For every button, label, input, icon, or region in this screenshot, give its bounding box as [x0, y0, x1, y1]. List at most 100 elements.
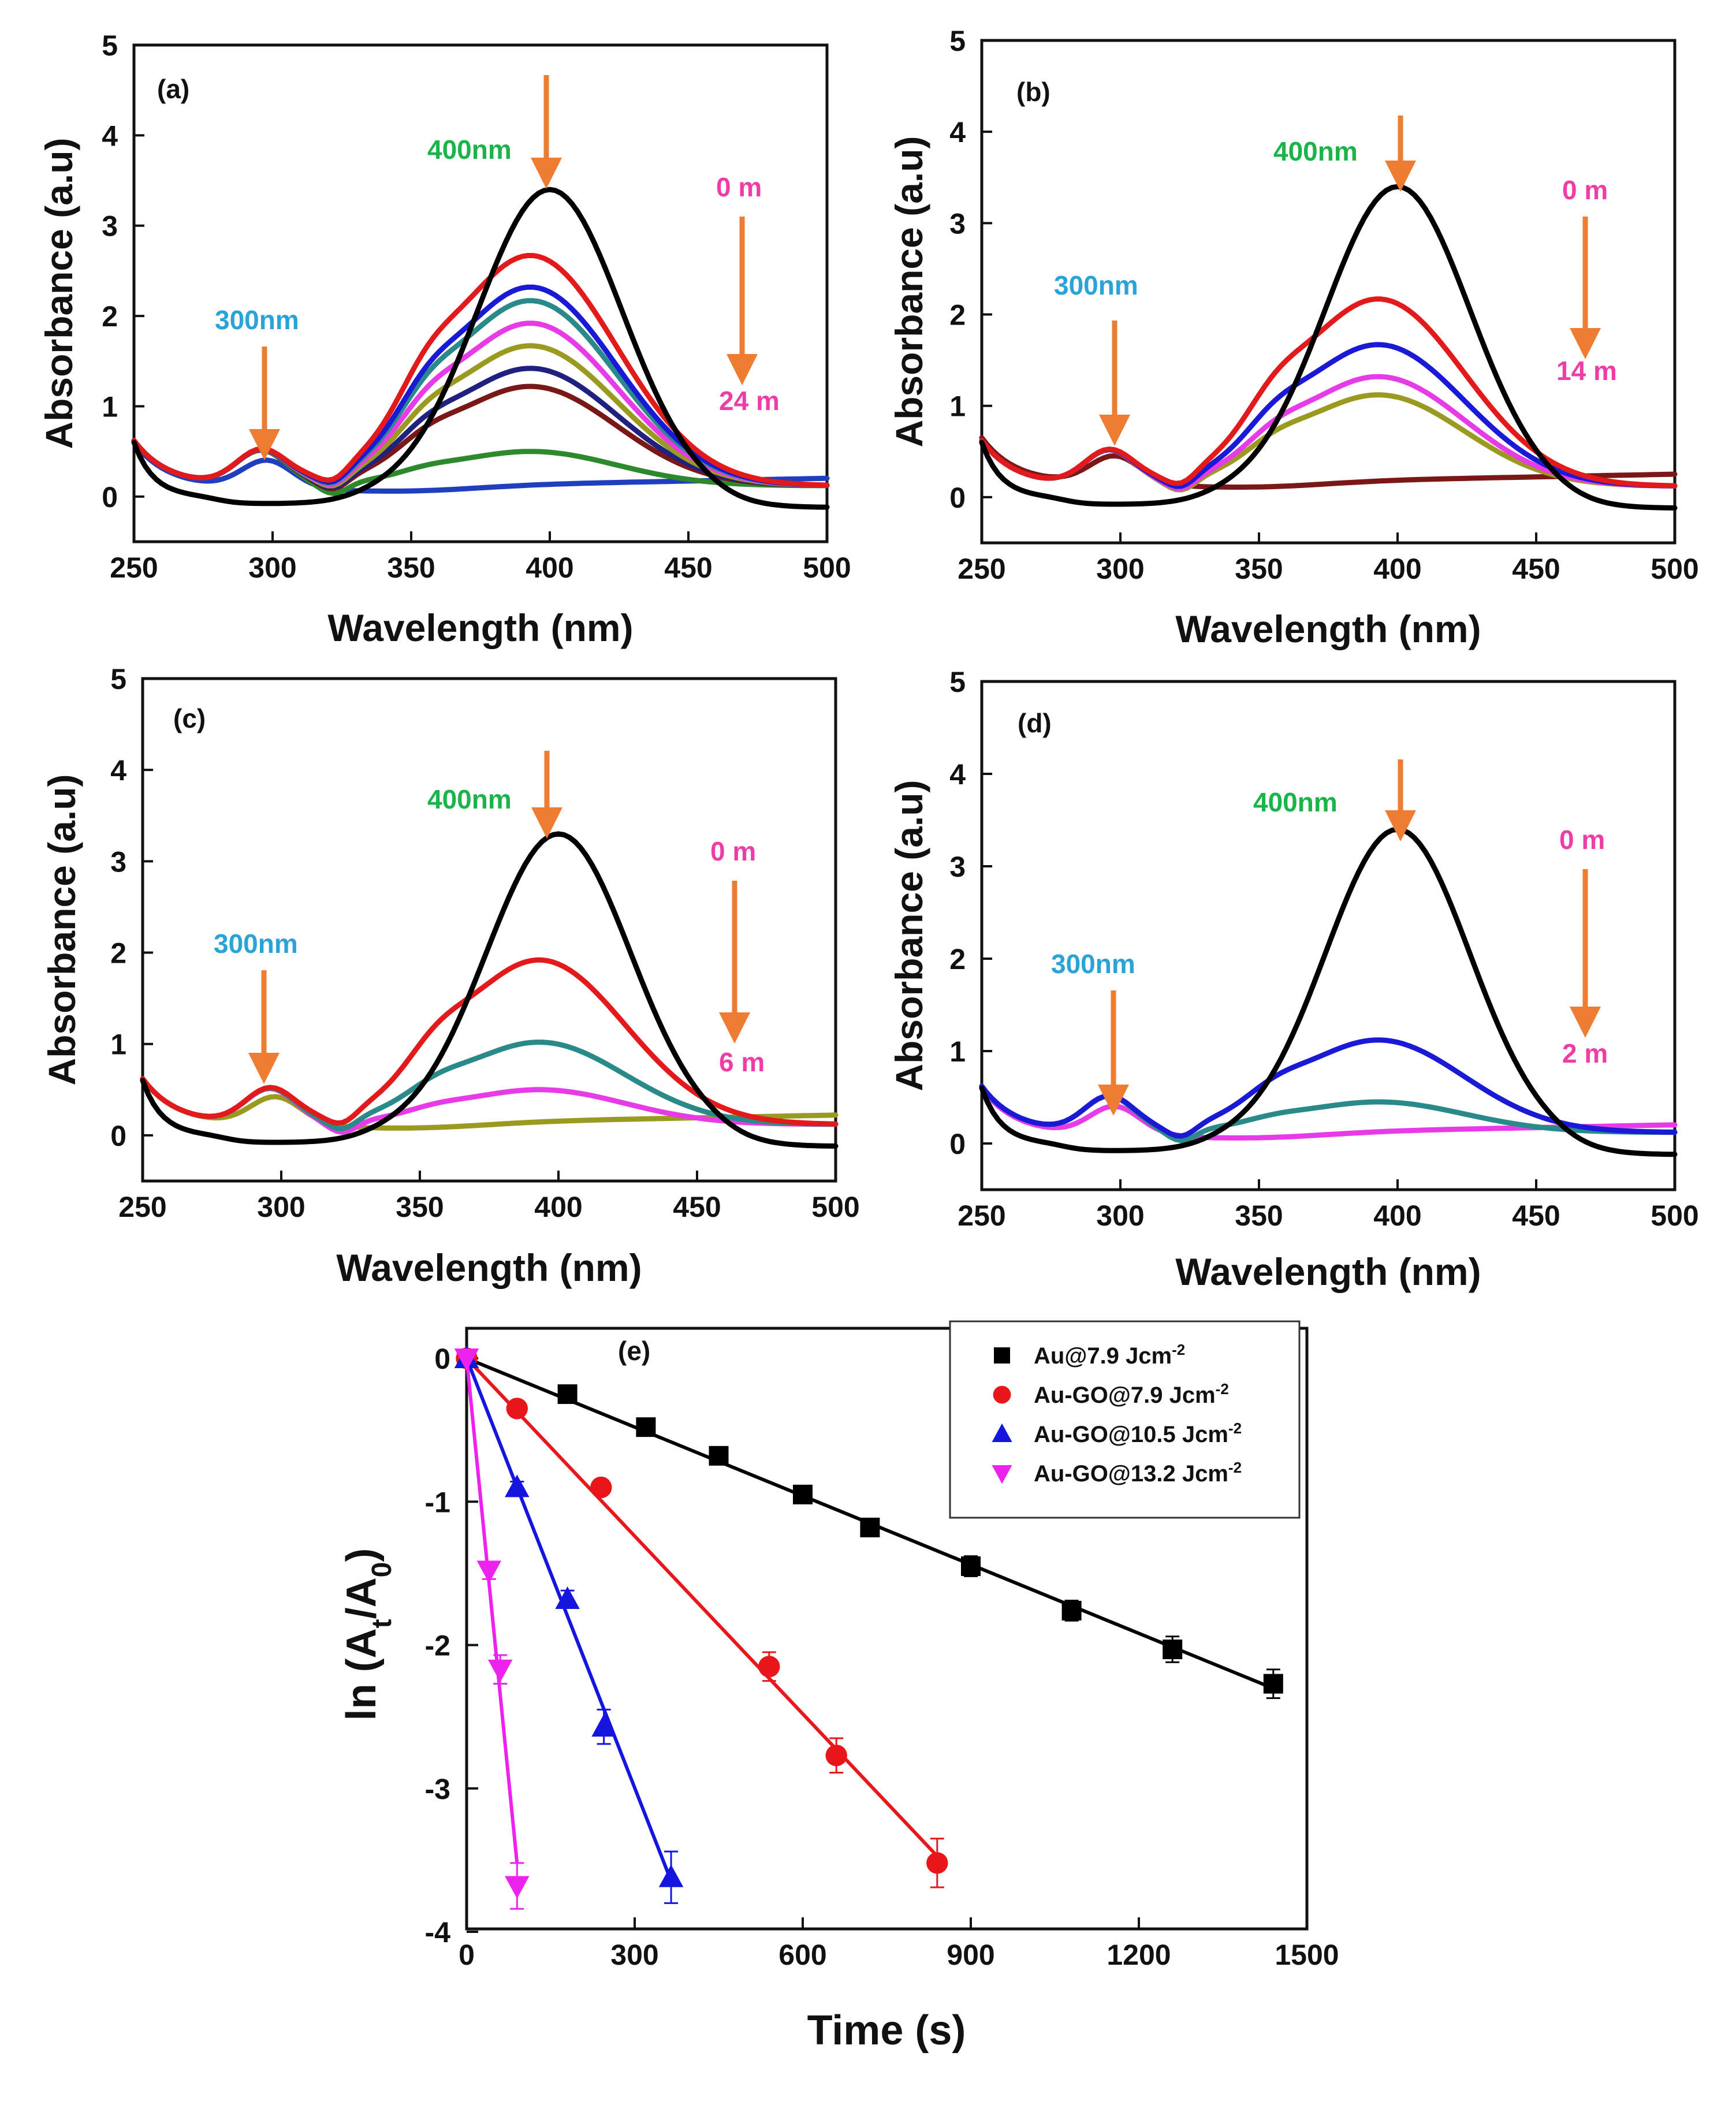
legend-label: Au-GO@13.2 Jcm-2	[1034, 1459, 1242, 1487]
x-axis-title: Wavelength (nm)	[1175, 1250, 1481, 1293]
x-tick-label: 300	[248, 552, 296, 584]
absorbance-curves	[979, 184, 1678, 511]
kinetics-panel-e: 0 300 600 900 1200 1500 0 -1 -2 -3 -4 (e) Time (s…	[338, 1320, 1339, 2054]
data-point	[1263, 1674, 1283, 1694]
y-tick-label: 5	[949, 25, 966, 57]
plot-frame	[980, 680, 1677, 1191]
y-tick-label: 4	[949, 116, 966, 148]
series-4	[454, 1348, 530, 1910]
y-tick-label: 1	[102, 390, 118, 423]
y-ticks: 0 -1 -2 -3 -4	[425, 1343, 478, 1949]
peak-label-400nm: 400nm	[1273, 136, 1358, 166]
y-axis-title: Absorbance (a.u)	[40, 774, 83, 1085]
legend-label: Au-GO@7.9 Jcm-2	[1034, 1380, 1229, 1408]
data-point	[557, 1384, 578, 1405]
y-ticks: 0 1 2 3 4 5	[949, 25, 992, 514]
spectrum-curve-0-m	[140, 831, 839, 1149]
plot-frame	[465, 1327, 1309, 1931]
data-point	[591, 1713, 616, 1737]
y-tick-label: -2	[425, 1630, 450, 1662]
x-tick-label: 500	[811, 1191, 859, 1223]
y-tick-label: 0	[949, 1128, 966, 1160]
peak-label-400nm: 400nm	[427, 784, 512, 814]
absorbance-curves	[131, 187, 830, 510]
data-point	[636, 1417, 656, 1437]
y-ticks: 0 1 2 3 4 5	[949, 666, 992, 1160]
x-tick-label: 1200	[1107, 1939, 1171, 1971]
time-end-label: 14 m	[1556, 356, 1617, 386]
x-tick-label: 450	[664, 552, 712, 584]
data-point	[1061, 1600, 1082, 1621]
x-tick-label: 500	[1651, 1199, 1698, 1232]
x-axis-title: Wavelength (nm)	[1175, 608, 1481, 650]
x-tick-label: 300	[1096, 1199, 1144, 1232]
x-axis-title: Wavelength (nm)	[336, 1246, 642, 1289]
y-tick-label: -1	[425, 1486, 450, 1518]
data-point	[454, 1348, 479, 1372]
x-tick-label: 300	[610, 1939, 658, 1971]
x-tick-label: 450	[673, 1191, 721, 1223]
x-tick-label: 400	[526, 552, 573, 584]
data-point	[993, 1385, 1011, 1404]
data-point	[992, 1423, 1012, 1442]
spectrum-curve-t1	[131, 253, 830, 488]
data-point	[825, 1744, 847, 1767]
x-tick-label: 350	[387, 552, 435, 584]
x-axis-title: Time (s)	[807, 2007, 966, 2054]
x-tick-label: 400	[534, 1191, 582, 1223]
data-point	[505, 1474, 530, 1497]
y-ticks: 0 1 2 3 4 5	[102, 29, 144, 513]
data-point	[506, 1398, 528, 1420]
data-point	[555, 1586, 580, 1610]
peak-label-400nm: 400nm	[1253, 787, 1338, 817]
time-end-label: 24 m	[719, 386, 780, 416]
y-tick-label: 0	[434, 1343, 450, 1375]
data-point	[860, 1517, 880, 1537]
x-ticks: 250 300 350 400 450 500	[958, 532, 1699, 585]
data-point	[994, 1347, 1010, 1364]
time-end-label: 2 m	[1562, 1038, 1608, 1068]
y-tick-label: 5	[110, 663, 126, 695]
spectrum-panel-d: 250 300 350 400 450 500 0 1 2 3 4 5 (d) Wavelength…	[888, 666, 1699, 1293]
x-tick-label: 400	[1373, 553, 1421, 585]
x-tick-label: 450	[1512, 1199, 1560, 1232]
y-tick-label: 2	[110, 937, 126, 970]
y-tick-label: 3	[110, 845, 126, 878]
y-tick-label: 2	[949, 299, 966, 331]
x-axis-title: Wavelength (nm)	[327, 606, 633, 649]
data-point	[793, 1484, 813, 1504]
data-point	[758, 1656, 780, 1678]
y-axis-title: Absorbance (a.u)	[888, 780, 930, 1091]
y-tick-label: 0	[949, 482, 966, 514]
panel-label: (b)	[1016, 77, 1050, 107]
spectrum-curve-0-m	[979, 184, 1678, 511]
legend-label: Au@7.9 Jcm-2	[1034, 1341, 1185, 1369]
x-tick-label: 250	[958, 553, 1005, 585]
x-tick-label: 250	[118, 1191, 166, 1223]
x-tick-label: 350	[1235, 553, 1283, 585]
x-ticks: 250 300 350 400 450 500	[110, 531, 851, 584]
y-tick-label: 2	[102, 300, 118, 333]
x-tick-label: 900	[947, 1939, 994, 1971]
x-tick-label: 450	[1512, 553, 1560, 585]
plot-frame	[980, 39, 1677, 545]
y-axis-title: Absorbance (a.u)	[38, 137, 80, 449]
data-point	[992, 1465, 1012, 1484]
y-tick-label: 4	[102, 120, 118, 152]
panel-label: (e)	[618, 1336, 650, 1366]
x-ticks: 250 300 350 400 450 500	[958, 1179, 1699, 1232]
panel-label: (d)	[1018, 708, 1052, 738]
y-tick-label: 3	[102, 210, 118, 243]
x-tick-label: 500	[803, 552, 851, 584]
y-tick-label: 1	[110, 1029, 126, 1061]
shoulder-label-300nm: 300nm	[1051, 949, 1135, 979]
spectrum-curve-0-m	[979, 826, 1678, 1157]
shoulder-label-300nm: 300nm	[214, 929, 298, 959]
absorbance-curves	[140, 831, 839, 1149]
spectrum-panel-b: 250 300 350 400 450 500 0 1 2 3 4 5 (b) Wavelength…	[888, 25, 1699, 650]
y-tick-label: 2	[949, 943, 966, 975]
y-tick-label: 3	[949, 207, 966, 240]
fit-line	[465, 1357, 673, 1882]
x-tick-label: 350	[396, 1191, 444, 1223]
